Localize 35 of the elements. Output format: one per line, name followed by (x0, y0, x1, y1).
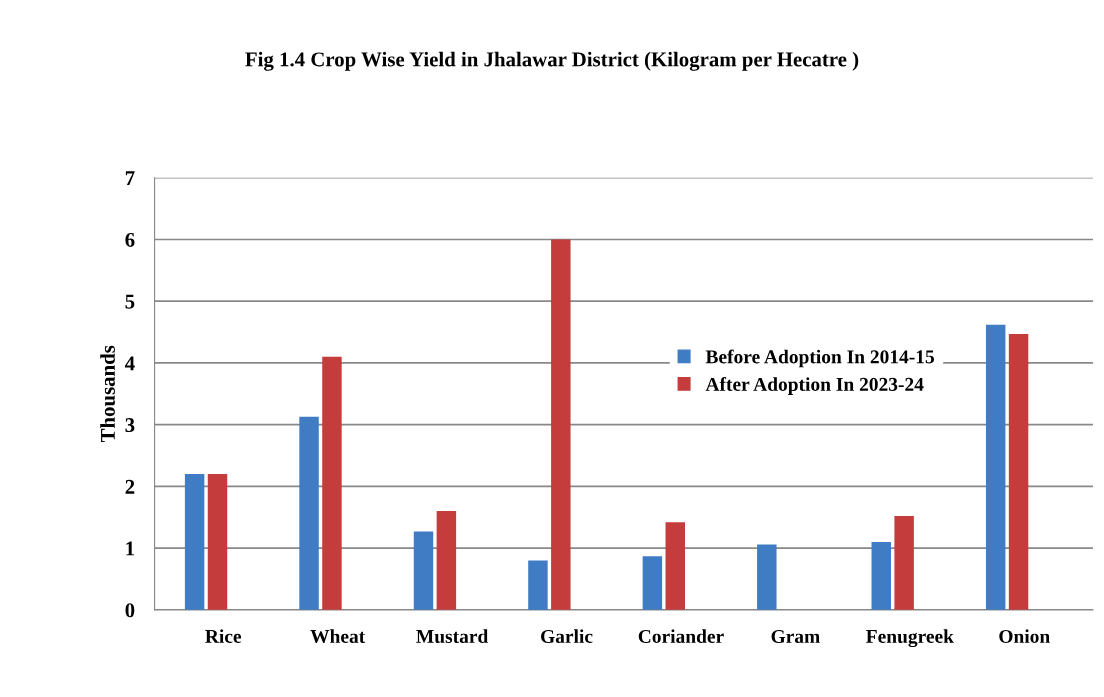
x-tick-label: Wheat (310, 629, 366, 644)
x-tick-label: Mustard (416, 629, 489, 644)
x-tick-label: Onion (999, 629, 1050, 643)
y-tick-label: 0 (125, 603, 135, 618)
y-tick-label: 5 (125, 294, 135, 309)
bar (322, 356, 342, 610)
legend-label: Before Adoption In 2014-15 (705, 349, 934, 368)
bar (184, 474, 205, 610)
bar (894, 516, 914, 610)
chart-title: Fig 1.4 Crop Wise Yield in Jhalawar District (Kilogram per Hecatre ) (245, 51, 859, 71)
bar (528, 560, 548, 610)
y-tick-label: 3 (125, 418, 135, 433)
bar (757, 544, 777, 610)
x-tick-label: Gram (771, 629, 820, 643)
x-tick-label: Rice (205, 629, 242, 643)
legend-label: After Adoption In 2023-24 (705, 377, 924, 395)
x-tick-label: Fenugreek (866, 629, 954, 648)
bar (207, 474, 228, 610)
y-tick-label: 4 (124, 356, 135, 371)
bar (413, 531, 434, 610)
bar (551, 239, 571, 610)
y-tick-label: 6 (125, 232, 135, 247)
bar (299, 416, 319, 610)
bar (436, 511, 457, 610)
y-tick-label: 1 (126, 541, 135, 556)
x-tick-label: Garlic (541, 629, 593, 643)
x-tick-label: Coriander (638, 629, 724, 643)
y-axis-title: Thousands (100, 345, 115, 443)
y-tick-label: 2 (125, 479, 135, 494)
bar (871, 541, 891, 610)
bar (665, 522, 685, 610)
bar (1008, 333, 1029, 610)
bar (642, 556, 663, 610)
bar (985, 324, 1006, 610)
y-tick-label: 7 (125, 171, 135, 185)
